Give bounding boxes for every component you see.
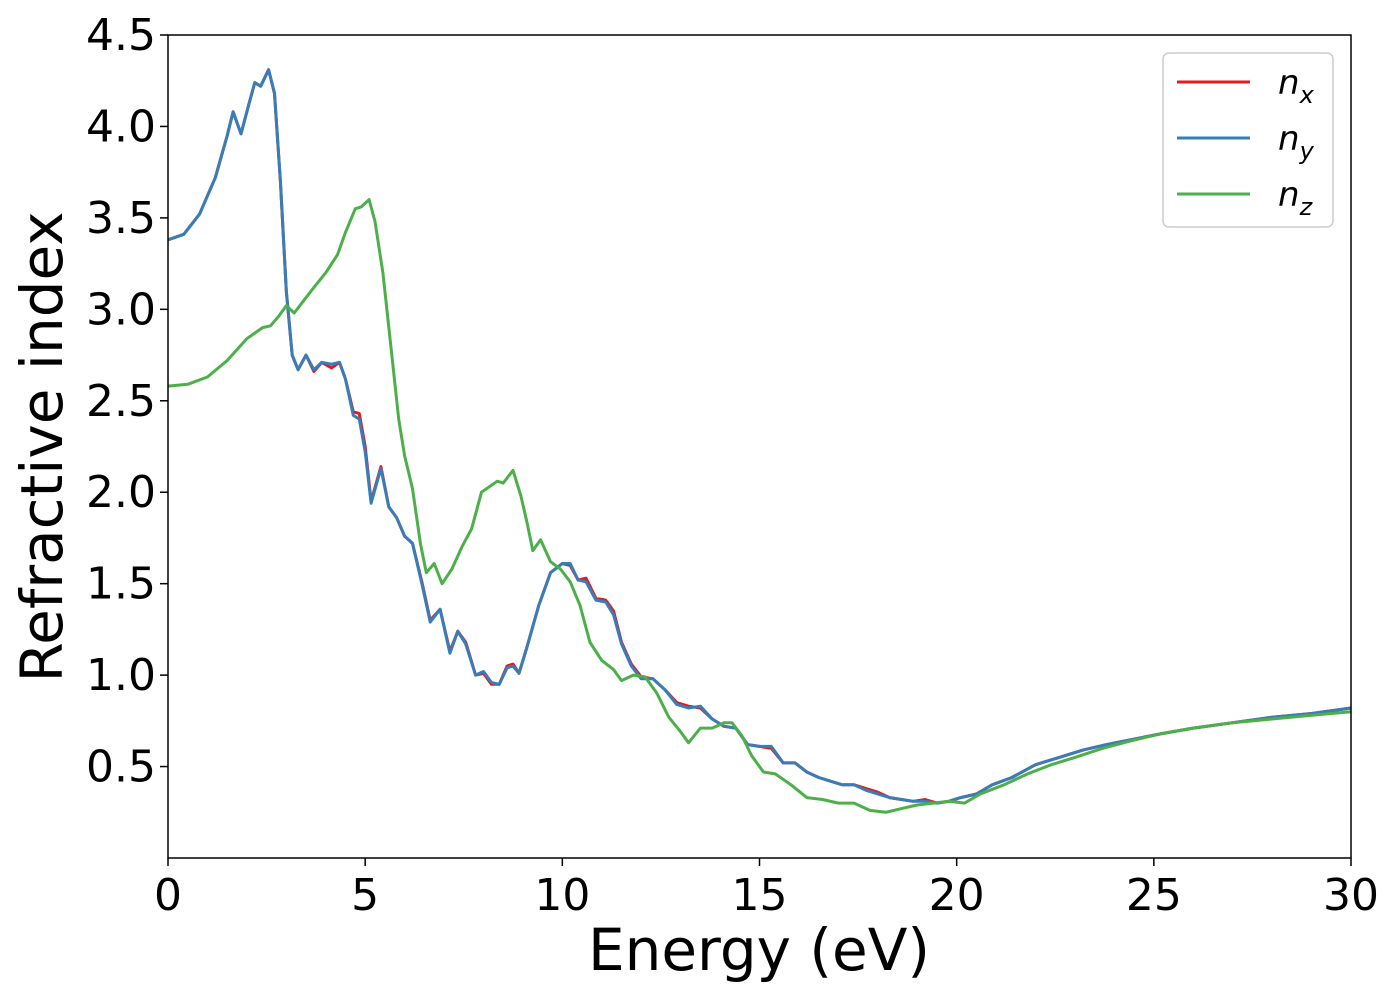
- x-tick-label: 15: [732, 870, 788, 921]
- x-tick-label: 30: [1323, 870, 1379, 921]
- legend-label-base: n: [1278, 119, 1300, 159]
- series-lines: [167, 68, 1352, 814]
- y-axis: 0.5 1.0 1.5 2.0 2.5 3.0 3.5 4.0 4.5: [86, 10, 168, 793]
- y-tick-label: 3.0: [86, 284, 156, 335]
- legend-label-n-x: nx: [1278, 63, 1315, 109]
- legend-box: [1162, 52, 1334, 228]
- x-axis: 0 5 10 15 20 25 30: [154, 858, 1379, 921]
- legend-label-subscript: x: [1299, 81, 1315, 109]
- y-tick-label: 1.0: [86, 650, 156, 701]
- y-tick-label: 3.5: [86, 193, 156, 244]
- y-axis-title: Refractive index: [8, 211, 76, 682]
- legend-label-subscript: z: [1299, 193, 1314, 221]
- y-tick-label: 4.5: [86, 10, 156, 61]
- x-tick-label: 25: [1126, 870, 1182, 921]
- y-tick-label: 2.5: [86, 376, 156, 427]
- y-tick-label: 1.5: [86, 559, 156, 610]
- y-tick-label: 4.0: [86, 101, 156, 152]
- legend-label-base: n: [1278, 175, 1300, 215]
- legend-label-subscript: y: [1299, 137, 1315, 165]
- y-tick-label: 0.5: [86, 742, 156, 793]
- legend-label-n-y: ny: [1278, 119, 1315, 165]
- x-tick-label: 0: [154, 870, 182, 921]
- x-tick-label: 5: [351, 870, 379, 921]
- series-line-n-z: [167, 198, 1352, 814]
- legend-label-base: n: [1278, 63, 1300, 103]
- x-tick-label: 10: [534, 870, 590, 921]
- y-tick-label: 2.0: [86, 467, 156, 518]
- x-tick-label: 20: [929, 870, 985, 921]
- x-axis-title: Energy (eV): [588, 916, 930, 984]
- legend-label-n-z: nz: [1278, 175, 1314, 221]
